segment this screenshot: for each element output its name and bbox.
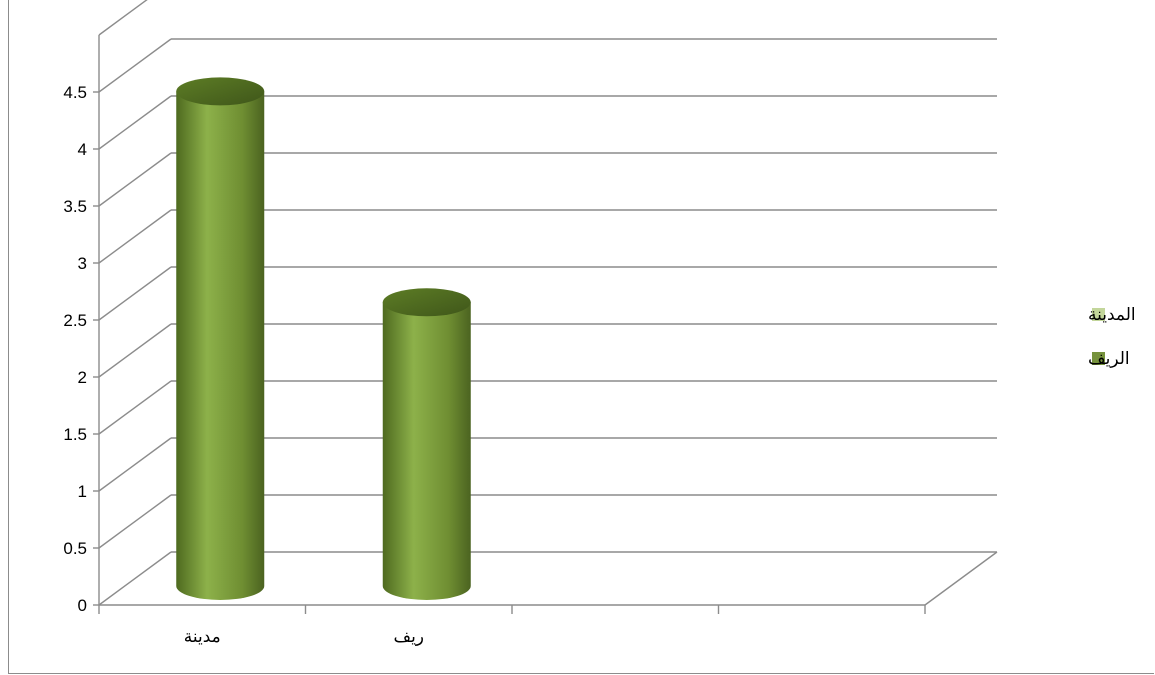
gridlines (98, 0, 997, 606)
bar-top (382, 288, 471, 317)
y-tick-label: 2 (78, 368, 87, 387)
gridline-diagonal (98, 38, 172, 93)
bar-body (382, 302, 471, 600)
gridline-diagonal (98, 266, 172, 321)
legend-swatch (1092, 308, 1105, 321)
y-tick-labels: 0 0.5 1 1.5 2 2.5 3 3.5 4 4.5 (63, 83, 87, 615)
gridline-diagonal (98, 551, 172, 606)
legend-swatch (1092, 352, 1105, 365)
gridline-diagonal (98, 437, 172, 492)
bar-cylinder (382, 288, 471, 600)
bars (176, 77, 471, 601)
y-tick-label: 0.5 (63, 539, 87, 558)
legend-label: الريف (1088, 349, 1130, 369)
gridline-diagonal (98, 152, 172, 207)
gridline-diagonal (98, 323, 172, 378)
gridline-diagonal (98, 494, 172, 549)
bar-top (176, 77, 265, 106)
bar-cylinder (176, 77, 265, 601)
legend: المدينة الريف (1088, 305, 1136, 369)
gridline-diagonal (98, 0, 148, 36)
gridline-diagonal (98, 380, 172, 435)
bar-body (176, 91, 265, 601)
y-tick-label: 1 (78, 482, 87, 501)
x-category-label: مدينة (184, 627, 221, 647)
y-tick-label: 3.5 (63, 197, 87, 216)
y-tick-label: 4 (78, 140, 87, 159)
gridline-diagonal (98, 95, 172, 150)
legend-label: المدينة (1088, 305, 1136, 325)
gridline-diagonal (98, 209, 172, 264)
y-tick-label: 3 (78, 254, 87, 273)
y-tick-label: 2.5 (63, 311, 87, 330)
x-category-labels: مدينة ريف (184, 627, 424, 647)
y-tick-label: 0 (78, 596, 87, 615)
x-category-label: ريف (393, 627, 424, 647)
chart-frame (8, 0, 1154, 674)
y-tick-label: 4.5 (63, 83, 87, 102)
floor-edge (924, 551, 998, 606)
y-tick-label: 1.5 (63, 425, 87, 444)
